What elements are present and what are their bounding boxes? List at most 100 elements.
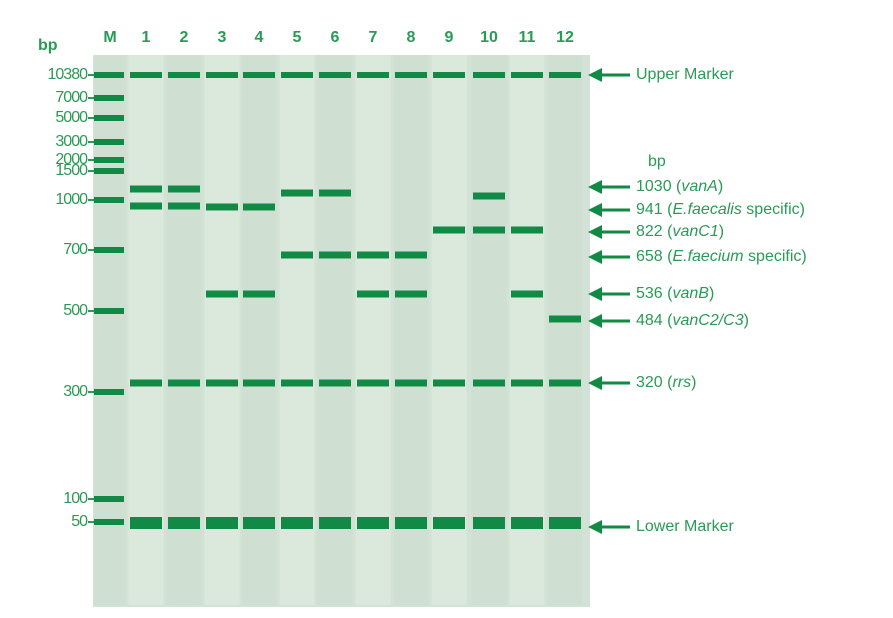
lane-label: 5 — [293, 29, 302, 46]
band — [281, 72, 313, 78]
band — [511, 72, 543, 78]
band — [243, 291, 275, 298]
ladder-band — [94, 157, 124, 163]
lane-label: 10 — [480, 29, 498, 46]
annotation-part: 822 ( — [636, 223, 673, 240]
annotation: 658 (E.faecium specific) — [636, 248, 807, 265]
band — [511, 227, 543, 234]
band — [243, 204, 275, 211]
band — [319, 190, 351, 197]
ladder-label: 5000 — [55, 109, 88, 126]
annotation: 1030 (vanA) — [636, 178, 723, 195]
annotation: 484 (vanC2/C3) — [636, 312, 749, 329]
band — [281, 380, 313, 387]
lane-label: 3 — [218, 29, 227, 46]
band — [319, 517, 351, 529]
band — [433, 72, 465, 78]
annotation: Upper Marker — [636, 66, 734, 83]
annotation-part: 320 ( — [636, 374, 673, 391]
ladder-label: 3000 — [55, 133, 88, 150]
ladder-band — [94, 247, 124, 253]
annotation-part: vanC2/C3 — [672, 312, 743, 329]
band — [243, 517, 275, 529]
lane-label: 12 — [556, 29, 574, 46]
band — [168, 72, 200, 78]
ladder-label: 700 — [63, 241, 88, 258]
lane-label: 7 — [369, 29, 378, 46]
band — [243, 380, 275, 387]
lane-label: 4 — [255, 29, 264, 46]
annotation: 941 (E.faecalis specific) — [636, 201, 805, 218]
lane-label: 1 — [142, 29, 151, 46]
arrow-head — [588, 376, 602, 390]
annotation: Lower Marker — [636, 518, 734, 535]
band — [473, 380, 505, 387]
annotation-part: ) — [691, 374, 696, 391]
lane-label: 9 — [445, 29, 454, 46]
band — [357, 517, 389, 529]
annotation-part: ) — [744, 312, 749, 329]
band — [549, 380, 581, 387]
ladder-band — [94, 519, 124, 525]
band — [130, 203, 162, 210]
band — [168, 186, 200, 193]
annotation-part: ) — [718, 178, 723, 195]
annotation-part: vanA — [681, 178, 717, 195]
band — [549, 316, 581, 323]
ladder-label: 7000 — [55, 89, 88, 106]
ladder-label: 500 — [63, 302, 88, 319]
arrow-head — [588, 287, 602, 301]
arrow-head — [588, 520, 602, 534]
band — [433, 380, 465, 387]
band — [281, 190, 313, 197]
band — [243, 72, 275, 78]
arrow-head — [588, 203, 602, 217]
bp-label: bp — [648, 153, 666, 170]
band — [357, 380, 389, 387]
lane-label: M — [103, 29, 116, 46]
band — [395, 380, 427, 387]
annotation-part: E.faecium — [672, 248, 743, 265]
band — [168, 380, 200, 387]
ladder-label: 50 — [71, 513, 88, 530]
lane-label: 8 — [407, 29, 416, 46]
annotation-part: ) — [719, 223, 724, 240]
ladder-label: 300 — [63, 383, 88, 400]
annotation-part: Lower Marker — [636, 518, 734, 535]
ladder-label: 100 — [63, 490, 88, 507]
band — [281, 252, 313, 259]
band — [473, 227, 505, 234]
annotation-part: 536 ( — [636, 285, 673, 302]
band — [206, 72, 238, 78]
band — [357, 291, 389, 298]
band — [473, 193, 505, 200]
band — [433, 517, 465, 529]
band — [549, 517, 581, 529]
ladder-band — [94, 197, 124, 203]
band — [395, 252, 427, 259]
annotation-part: 484 ( — [636, 312, 673, 329]
ladder-band — [94, 496, 124, 502]
band — [473, 517, 505, 529]
annotation-part: rrs — [672, 374, 691, 391]
band — [206, 204, 238, 211]
ladder-label: 1000 — [55, 191, 88, 208]
lane-label: 6 — [331, 29, 340, 46]
arrow-head — [588, 225, 602, 239]
ladder-label: 1500 — [55, 162, 88, 179]
band — [395, 291, 427, 298]
band — [319, 72, 351, 78]
arrow-head — [588, 314, 602, 328]
ladder-band — [94, 308, 124, 314]
band — [395, 72, 427, 78]
annotation-part: 658 ( — [636, 248, 673, 265]
annotation-part: 1030 ( — [636, 178, 682, 195]
band — [511, 291, 543, 298]
annotation-part: specific) — [744, 248, 807, 265]
band — [130, 72, 162, 78]
bp-label: bp — [38, 37, 58, 54]
band — [206, 517, 238, 529]
band — [511, 517, 543, 529]
annotation-part: E.faecalis — [672, 201, 741, 218]
arrow-head — [588, 68, 602, 82]
